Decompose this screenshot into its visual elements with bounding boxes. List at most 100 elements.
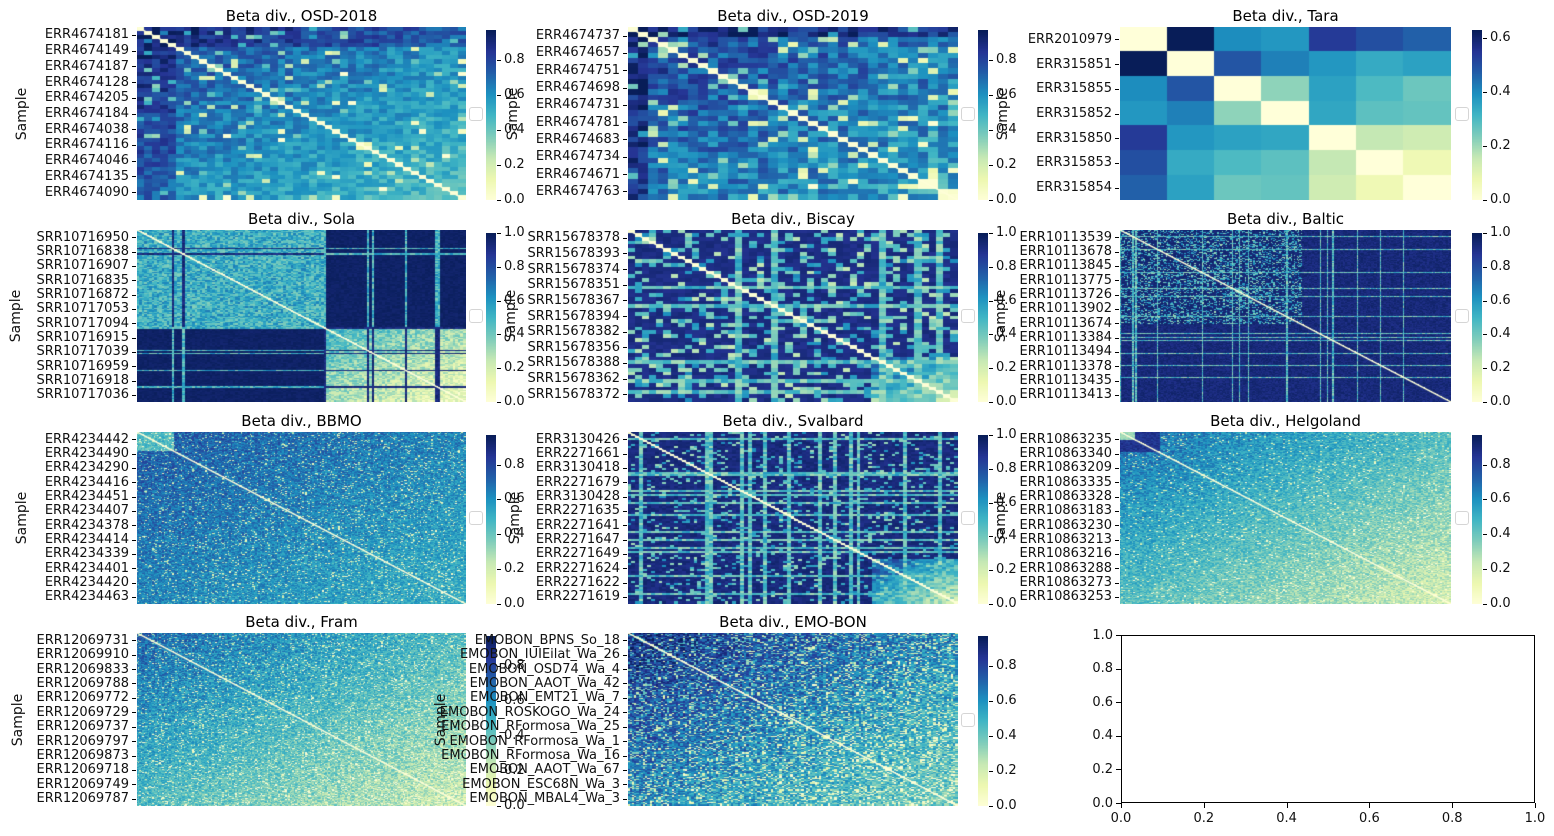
ytick-mark — [1115, 113, 1119, 115]
ytick-label: ERR4234407 — [44, 503, 129, 519]
colorbar-tick-mark — [989, 435, 993, 436]
ytick-mark — [1115, 237, 1119, 239]
ytick-label: SRR15678351 — [527, 277, 621, 293]
colorbar-tick-label: 0.6 — [1490, 292, 1511, 308]
ytick-mark — [132, 596, 136, 598]
colorbar-tick-mark — [989, 770, 993, 772]
ytick-label: ERR4674090 — [44, 184, 129, 200]
ytick-mark — [1115, 88, 1119, 90]
ytick-mark — [623, 237, 627, 239]
ytick-label: SRR15678394 — [527, 308, 621, 324]
ytick-label: ERR4674751 — [535, 62, 620, 78]
ytick-mark — [1115, 280, 1119, 282]
colorbar-tick-label: 0.2 — [504, 360, 525, 376]
ytick-label: ERR4674187 — [44, 58, 129, 74]
ytick-mark — [1115, 596, 1119, 598]
ytick-mark — [623, 582, 627, 584]
empty-axes-ytick-mark — [1116, 769, 1121, 771]
ytick-mark — [132, 553, 136, 555]
heatmap-canvas — [628, 27, 958, 200]
ytick-label: ERR10863230 — [1019, 517, 1112, 533]
heatmap-canvas — [137, 27, 466, 200]
legend-box — [469, 712, 483, 727]
ytick-mark — [623, 669, 627, 671]
sample-axis-label: Sample — [505, 87, 521, 140]
colorbar-tick-mark — [497, 735, 501, 737]
ytick-mark — [132, 66, 136, 68]
ytick-label: ERR10863209 — [1019, 460, 1112, 476]
ytick-label: ERR10863183 — [1019, 503, 1112, 519]
ytick-label: ERR12069787 — [36, 791, 129, 807]
colorbar-tick-label: 0.6 — [996, 292, 1017, 308]
empty-axes-ytick-label: 0.8 — [1092, 661, 1113, 677]
ytick-label: ERR4674734 — [535, 149, 620, 165]
colorbar-tick-label: 0.8 — [504, 657, 525, 673]
ytick-mark — [132, 482, 136, 484]
colorbar-tick-label: 0.4 — [1490, 326, 1511, 342]
ytick-label: ERR2271649 — [535, 546, 620, 562]
ytick-label: SRR15678356 — [527, 339, 621, 355]
ytick-mark — [623, 122, 627, 124]
ytick-label: ERR10113413 — [1019, 387, 1112, 403]
colorbar-tick-mark — [989, 200, 993, 201]
ytick-mark — [623, 331, 627, 333]
colorbar-tick-label: 0.2 — [1490, 360, 1511, 376]
colorbar-tick-label: 0.6 — [504, 86, 525, 102]
ytick-label: SRR10716950 — [36, 229, 130, 245]
ytick-mark — [132, 467, 136, 469]
ytick-label: SRR10716918 — [36, 373, 130, 388]
ytick-label: SRR15678378 — [527, 230, 621, 246]
colorbar-tick-label: 0.4 — [504, 526, 525, 542]
colorbar-tick-label: 1.0 — [996, 427, 1017, 442]
colorbar-tick-label: 0.2 — [504, 762, 525, 778]
colorbar-tick-label: 0.2 — [504, 561, 525, 577]
ytick-mark — [1115, 539, 1119, 541]
ytick-label: ERR10113845 — [1019, 258, 1112, 274]
ytick-label: ERR12069772 — [36, 690, 129, 706]
ytick-label: SRR10716959 — [36, 358, 130, 374]
heatmap-canvas — [137, 432, 466, 604]
ytick-mark — [623, 300, 627, 302]
colorbar-tick-mark — [989, 468, 993, 470]
ytick-mark — [132, 654, 136, 656]
ytick-mark — [623, 70, 627, 72]
colorbar-tick-label: 0.0 — [1490, 192, 1511, 207]
colorbar-tick-mark — [497, 164, 501, 166]
ytick-mark — [132, 712, 136, 714]
colorbar-tick-label: 0.0 — [996, 394, 1017, 409]
ytick-label: ERR10113384 — [1019, 330, 1112, 345]
ytick-mark — [1115, 553, 1119, 555]
colorbar-tick-label: 0.4 — [1490, 526, 1511, 542]
ytick-mark — [1115, 467, 1119, 469]
colorbar-tick-label: 0.0 — [996, 596, 1017, 611]
ytick-label: ERR10113378 — [1019, 358, 1112, 374]
ytick-label: SRR10716915 — [36, 330, 130, 345]
ytick-label: ERR4674184 — [44, 106, 129, 121]
colorbar-tick-label: 0.0 — [996, 192, 1017, 207]
colorbar-tick-mark — [989, 59, 993, 61]
ytick-mark — [1115, 439, 1119, 441]
empty-axes-xtick-label: 0.2 — [1193, 811, 1215, 826]
ytick-label: ERR10863288 — [1019, 560, 1112, 576]
colorbar-tick-mark — [989, 402, 993, 403]
ytick-label: ERR4674046 — [44, 153, 129, 169]
colorbar — [486, 233, 496, 402]
ytick-mark — [132, 798, 136, 800]
ytick-label: ERR315853 — [1036, 155, 1112, 171]
ytick-mark — [132, 176, 136, 178]
ytick-mark — [132, 265, 136, 267]
ytick-mark — [1115, 568, 1119, 570]
ytick-label: EMOBON_RFormosa_Wa_16 — [441, 748, 620, 764]
ytick-label: ERR315855 — [1036, 81, 1112, 97]
ytick-mark — [132, 351, 136, 353]
ytick-label: SRR15678367 — [527, 292, 621, 308]
ytick-label: ERR12069729 — [36, 704, 129, 720]
colorbar — [978, 30, 988, 200]
panel-title: Beta div., Fram — [245, 613, 358, 631]
colorbar-tick-mark — [497, 770, 501, 772]
ytick-label: EMOBON_EMT21_Wa_7 — [470, 690, 620, 706]
colorbar-tick-label: 0.8 — [1490, 258, 1511, 274]
colorbar-tick-label: 0.4 — [996, 727, 1017, 743]
empty-axes-xtick-label: 0.6 — [1359, 811, 1380, 826]
ytick-label: SRR10717039 — [36, 344, 130, 360]
